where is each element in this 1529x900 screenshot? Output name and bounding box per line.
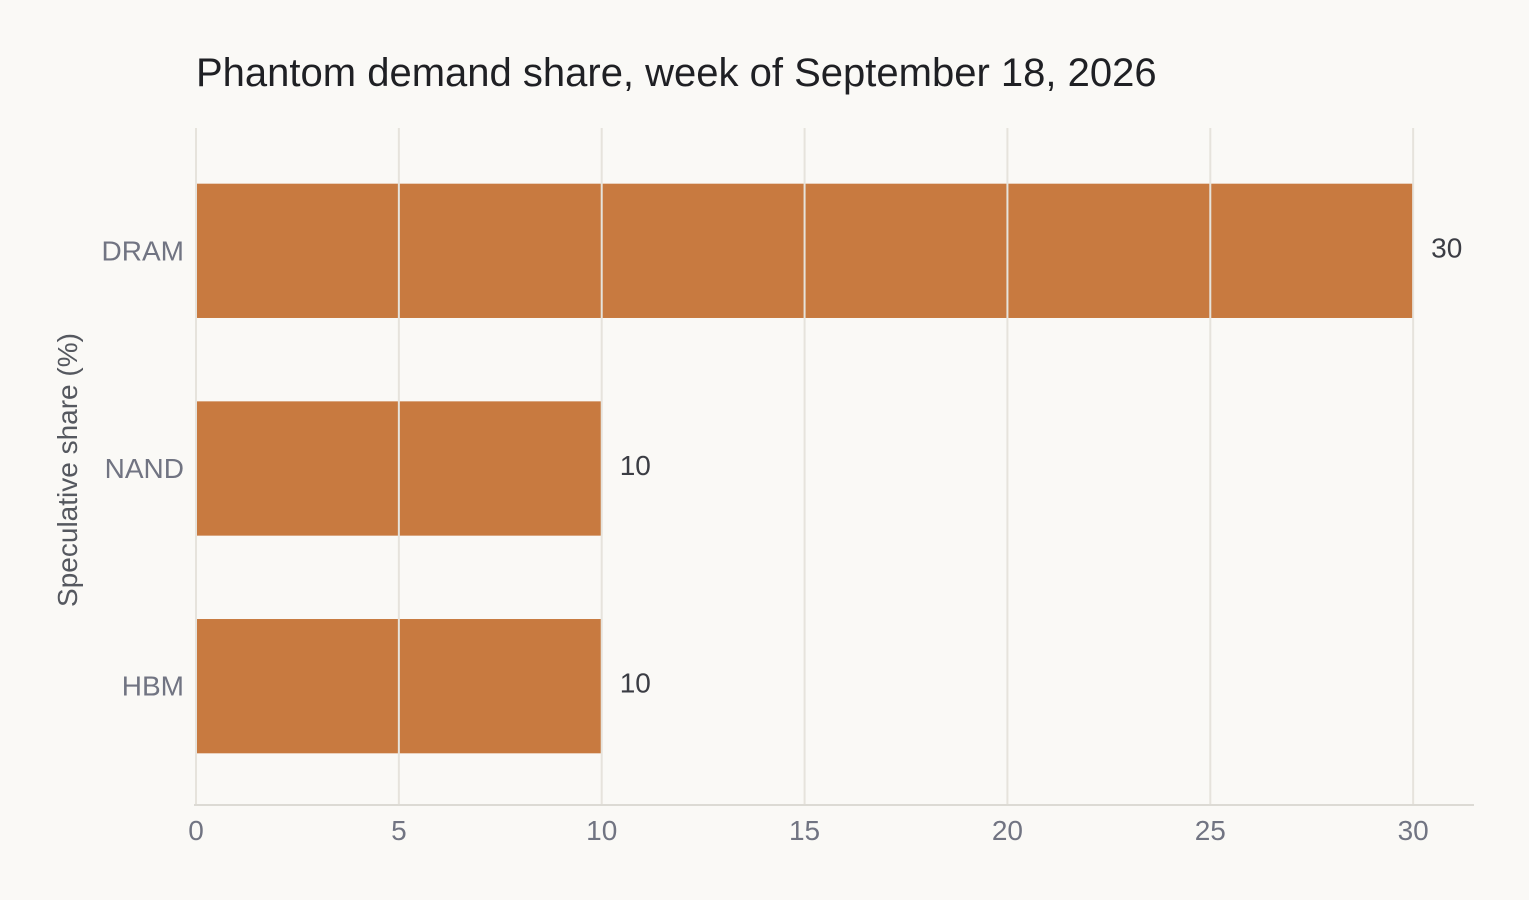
y-axis-title: Speculative share (%) — [52, 333, 83, 607]
x-tick-label-30: 30 — [1398, 815, 1429, 846]
value-label-hbm: 10 — [620, 668, 651, 699]
value-label-nand: 10 — [620, 450, 651, 481]
gridlines — [195, 128, 1415, 805]
x-tick-label-25: 25 — [1195, 815, 1226, 846]
chart-title: Phantom demand share, week of September … — [196, 51, 1157, 95]
value-label-dram: 30 — [1431, 232, 1462, 263]
x-tick-label-5: 5 — [391, 815, 407, 846]
labels-layer: DRAM 30 NAND 10 HBM 10 0 5 10 15 20 25 30 — [102, 232, 1463, 846]
category-label-dram: DRAM — [102, 235, 184, 266]
x-tick-label-0: 0 — [188, 815, 204, 846]
x-tick-label-20: 20 — [992, 815, 1023, 846]
x-tick-label-15: 15 — [789, 815, 820, 846]
category-label-hbm: HBM — [122, 671, 184, 702]
category-label-nand: NAND — [105, 453, 184, 484]
x-tick-label-10: 10 — [586, 815, 617, 846]
